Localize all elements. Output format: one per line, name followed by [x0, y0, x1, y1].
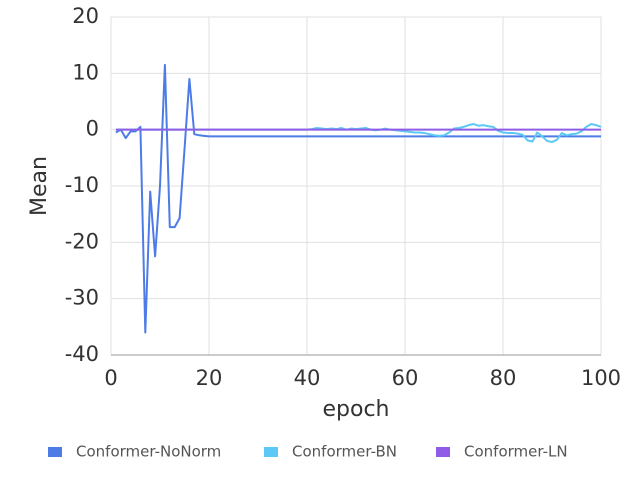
legend-swatch	[436, 447, 450, 457]
y-tick-label: 10	[72, 60, 99, 84]
x-tick-label: 20	[196, 366, 223, 390]
legend-swatch	[48, 447, 62, 457]
y-tick-label: 20	[72, 4, 99, 28]
y-tick-label: -20	[65, 229, 99, 253]
legend-swatch	[264, 447, 278, 457]
x-tick-label: 100	[581, 366, 621, 390]
legend-label: Conformer-LN	[464, 443, 568, 461]
x-tick-label: 40	[294, 366, 321, 390]
legend-label: Conformer-NoNorm	[76, 443, 221, 461]
legend-label: Conformer-BN	[292, 443, 397, 461]
y-tick-label: -30	[65, 286, 99, 310]
y-tick-label: 0	[86, 117, 99, 141]
y-tick-label: -10	[65, 173, 99, 197]
x-tick-label: 60	[392, 366, 419, 390]
series-line	[115, 63, 601, 334]
x-tick-label: 0	[104, 366, 117, 390]
y-tick-label: -40	[65, 342, 99, 366]
x-axis-label: epoch	[323, 397, 390, 422]
x-tick-label: 80	[490, 366, 517, 390]
series-line	[115, 123, 602, 144]
y-axis-label: Mean	[27, 156, 52, 216]
